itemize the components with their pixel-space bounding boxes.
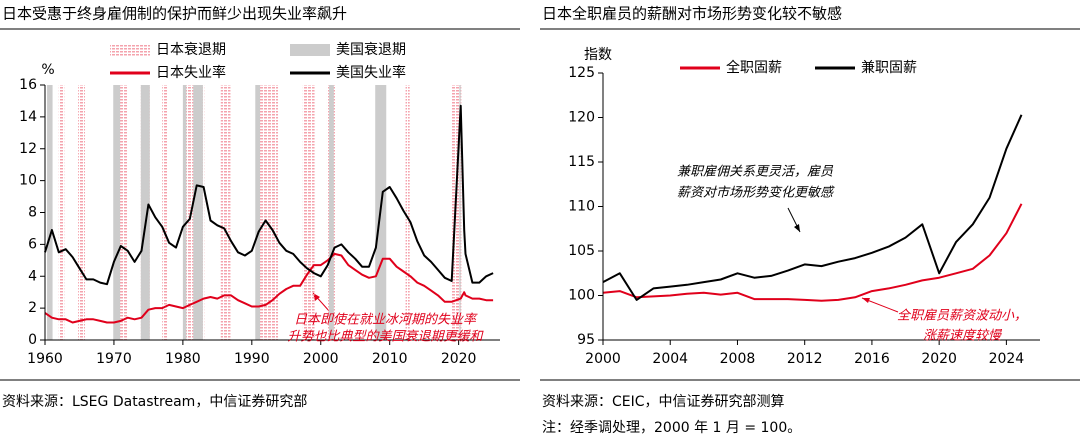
x-tick-label: 2024 (989, 351, 1025, 367)
legend-swatch (290, 44, 330, 56)
legend-label: 美国失业率 (336, 64, 406, 81)
y-tick-label: 105 (568, 243, 595, 259)
legend-label: 日本衰退期 (156, 41, 226, 58)
recession-band (405, 85, 410, 340)
y-tick-label: 110 (568, 199, 595, 215)
chart-title: 日本全职雇员的薪酬对市场形势变化较不敏感 (542, 5, 842, 23)
annotation: 薪资对市场形势变化更敏感 (677, 185, 835, 201)
recession-band (162, 85, 168, 340)
x-tick-label: 1970 (96, 351, 132, 367)
source: 资料来源：LSEG Datastream，中信证券研究部 (2, 394, 307, 410)
x-tick-label: 2000 (585, 351, 621, 367)
recession-band (459, 85, 461, 340)
recession-band (118, 85, 128, 340)
recession-band (78, 85, 85, 340)
legend-label: 日本失业率 (156, 64, 226, 81)
y-tick-label: 95 (577, 332, 595, 348)
y-tick-label: 125 (568, 65, 595, 81)
x-tick-label: 2004 (652, 351, 688, 367)
recession-band (113, 85, 121, 340)
recession-band (193, 85, 203, 340)
y-tick-label: 120 (568, 110, 595, 126)
series-line (44, 252, 494, 324)
arrow-head (313, 293, 320, 301)
y-tick-label: 8 (28, 205, 37, 221)
y-tick-label: 6 (28, 236, 37, 252)
y-axis-label: % (41, 62, 54, 78)
y-tick-label: 2 (28, 300, 37, 316)
recession-band (140, 85, 150, 340)
recession-band (58, 85, 65, 340)
x-tick-label: 2020 (921, 351, 957, 367)
x-tick-label: 1960 (27, 351, 63, 367)
legend-label: 美国衰退期 (336, 41, 406, 58)
x-tick-label: 2012 (787, 351, 823, 367)
y-tick-label: 115 (568, 154, 595, 170)
legend-swatch (110, 44, 150, 56)
x-tick-label: 2000 (303, 351, 339, 367)
annotation: 全职雇员薪资波动小， (897, 308, 1027, 324)
series-line (602, 114, 1023, 301)
y-tick-label: 14 (19, 109, 37, 125)
annotation: 兼职雇佣关系更灵活，雇员 (677, 164, 834, 180)
annotation: 涨薪速度较慢 (923, 329, 1003, 344)
x-tick-label: 1990 (234, 351, 270, 367)
recession-band (451, 85, 462, 340)
annotation: 日本即使在就业冰河期的失业率 (294, 312, 478, 328)
chart-title: 日本受惠于终身雇佣制的保护而鲜少出现失业率飙升 (2, 5, 347, 23)
y-axis-label: 指数 (584, 47, 612, 63)
annotation: 升势也比典型的美国衰退期更缓和 (287, 330, 484, 345)
x-tick-label: 1980 (165, 351, 201, 367)
source: 资料来源：CEIC，中信证券研究部测算 (542, 394, 785, 410)
note: 注：经季调处理，2000 年 1 月 = 100。 (542, 420, 801, 436)
x-tick-label: 2020 (441, 351, 477, 367)
y-tick-label: 0 (28, 332, 37, 348)
series-line (602, 203, 1023, 302)
recession-band (220, 85, 231, 340)
x-tick-label: 2010 (372, 351, 408, 367)
x-tick-label: 2016 (854, 351, 890, 367)
recession-band (182, 85, 187, 340)
y-tick-label: 4 (28, 268, 37, 284)
recession-band (255, 85, 261, 340)
recession-band (329, 85, 334, 340)
arrow-head (794, 224, 800, 232)
legend-label: 兼职固薪 (861, 60, 917, 76)
y-tick-label: 10 (19, 173, 37, 189)
legend-label: 全职固薪 (726, 59, 782, 76)
y-tick-label: 12 (19, 141, 37, 157)
recession-band (302, 85, 315, 340)
recession-band (47, 85, 53, 340)
x-tick-label: 2008 (720, 351, 756, 367)
series-line (44, 104, 494, 286)
arrow-head (862, 298, 870, 303)
recession-band (259, 85, 279, 340)
y-tick-label: 100 (568, 288, 595, 304)
y-tick-label: 16 (19, 77, 37, 93)
